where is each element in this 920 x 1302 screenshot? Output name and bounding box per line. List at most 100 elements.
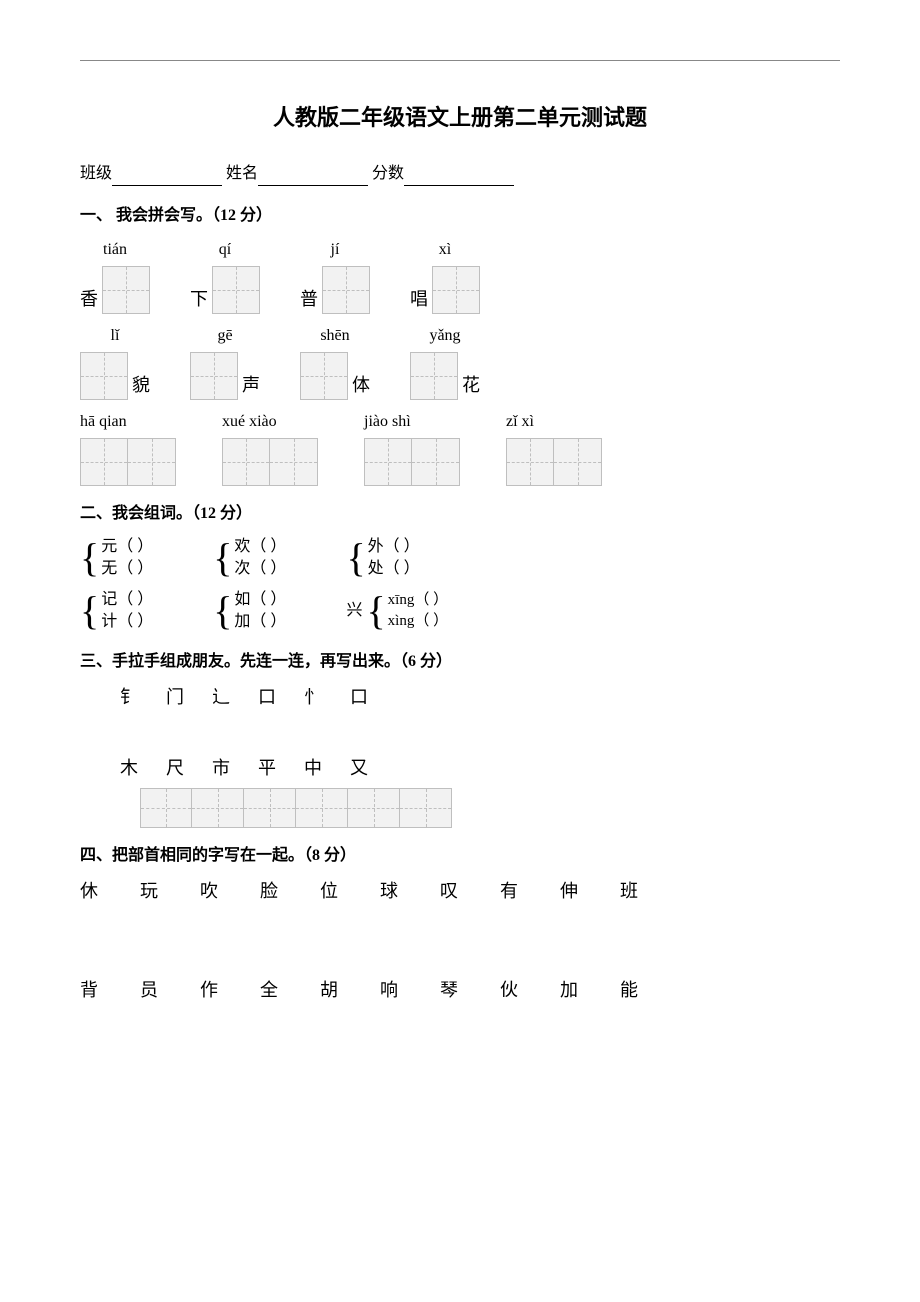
tianzige-box[interactable] [322, 266, 370, 314]
word-line[interactable]: 欢（ ） [234, 536, 286, 558]
hanzi: 普 [300, 290, 318, 314]
blank-class[interactable] [112, 170, 222, 186]
hanzi: 伸 [560, 878, 578, 905]
tianzige-box[interactable] [412, 438, 460, 486]
component[interactable]: 木 [120, 755, 138, 782]
label-score: 分数 [372, 165, 404, 182]
radical[interactable]: 钅 [120, 684, 138, 711]
tianzige-box[interactable] [244, 788, 296, 828]
word-pair-group: { 欢（ ） 次（ ） [213, 536, 286, 581]
tianzige-box[interactable] [270, 438, 318, 486]
sec4-row1: 休 玩 吹 脸 位 球 叹 有 伸 班 [80, 878, 840, 905]
sec1-cell: tián 香 [80, 238, 150, 314]
radical[interactable]: 门 [166, 684, 184, 711]
word-line[interactable]: 元（ ） [101, 536, 153, 558]
hanzi: 背 [80, 977, 98, 1004]
word-line[interactable]: 加（ ） [234, 611, 286, 633]
radical[interactable]: 辶 [212, 684, 230, 711]
sec1-cell: jí 普 [300, 238, 370, 314]
tianzige-box[interactable] [364, 438, 412, 486]
brace-icon: { [80, 591, 99, 631]
component[interactable]: 又 [350, 755, 368, 782]
radical[interactable]: 口 [350, 684, 368, 711]
word-line[interactable]: 次（ ） [234, 558, 286, 580]
component[interactable]: 中 [304, 755, 322, 782]
label-name: 姓名 [226, 165, 258, 182]
sec1-cell: yǎng 花 [410, 324, 480, 400]
pinyin: xué xiào [222, 410, 318, 434]
tianzige-box[interactable] [212, 266, 260, 314]
tianzige-box[interactable] [348, 788, 400, 828]
pinyin: yǎng [410, 324, 480, 348]
pinyin: xì [410, 238, 480, 262]
hanzi: 响 [380, 977, 398, 1004]
tianzige-box[interactable] [140, 788, 192, 828]
section-2-head: 二、我会组词。（12 分） [80, 502, 840, 526]
hanzi: 玩 [140, 878, 158, 905]
tianzige-box[interactable] [400, 788, 452, 828]
word-line[interactable]: 外（ ） [368, 536, 420, 558]
component[interactable]: 平 [258, 755, 276, 782]
word-pair-group: { 外（ ） 处（ ） [346, 536, 419, 581]
hanzi: 叹 [440, 878, 458, 905]
radical[interactable]: 口 [258, 684, 276, 711]
hanzi: 作 [200, 977, 218, 1004]
blank-name[interactable] [258, 170, 368, 186]
hanzi: 位 [320, 878, 338, 905]
sec1-cell: jiào shì [364, 410, 460, 486]
tianzige-box[interactable] [410, 352, 458, 400]
word-line[interactable]: 如（ ） [234, 589, 286, 611]
sec4-row2: 背 员 作 全 胡 响 琴 伙 加 能 [80, 977, 840, 1004]
tianzige-box[interactable] [128, 438, 176, 486]
tianzige-box[interactable] [296, 788, 348, 828]
tianzige-box[interactable] [222, 438, 270, 486]
tianzige-strip [222, 438, 318, 486]
sec1-cell: xué xiào [222, 410, 318, 486]
hanzi: 脸 [260, 878, 278, 905]
word-line[interactable]: 记（ ） [101, 589, 153, 611]
sec1-cell: gē 声 [190, 324, 260, 400]
word-pair-group: { 如（ ） 加（ ） [213, 589, 286, 634]
hanzi: 下 [190, 290, 208, 314]
tianzige-box[interactable] [300, 352, 348, 400]
page-title: 人教版二年级语文上册第二单元测试题 [80, 101, 840, 134]
tianzige-box[interactable] [80, 352, 128, 400]
sec1-cell: hā qian [80, 410, 176, 486]
word-line[interactable]: 计（ ） [101, 611, 153, 633]
pinyin: tián [80, 238, 150, 262]
sec3-top-row: 钅 门 辶 口 忄 口 [120, 684, 840, 711]
student-info-line: 班级 姓名 分数 [80, 162, 840, 186]
sec1-row2: lǐ 貌 gē 声 shēn 体 yǎng 花 [80, 324, 840, 400]
word-line[interactable]: xìng（ ） [388, 611, 448, 632]
tianzige-box[interactable] [192, 788, 244, 828]
hanzi: 伙 [500, 977, 518, 1004]
tianzige-box[interactable] [80, 438, 128, 486]
word-line[interactable]: 处（ ） [368, 558, 420, 580]
blank-score[interactable] [404, 170, 514, 186]
tianzige-box[interactable] [554, 438, 602, 486]
hanzi: 能 [620, 977, 638, 1004]
word-line[interactable]: xīng（ ） [388, 590, 448, 611]
tianzige-box[interactable] [506, 438, 554, 486]
sec1-cell: shēn 体 [300, 324, 370, 400]
section-1-head: 一、 我会拼会写。（12 分） [80, 204, 840, 228]
pinyin: zǐ xì [506, 410, 602, 434]
hanzi: 全 [260, 977, 278, 1004]
sec1-cell: qí 下 [190, 238, 260, 314]
brace-icon: { [213, 591, 232, 631]
pinyin: qí [190, 238, 260, 262]
hanzi: 员 [140, 977, 158, 1004]
hanzi: 班 [620, 878, 638, 905]
word-pair-group: 兴 { xīng（ ） xìng（ ） [346, 589, 448, 634]
sec1-row3: hā qian xué xiào jiào shì zǐ xì [80, 410, 840, 486]
tianzige-box[interactable] [102, 266, 150, 314]
tianzige-box[interactable] [432, 266, 480, 314]
word-line[interactable]: 无（ ） [101, 558, 153, 580]
radical[interactable]: 忄 [304, 684, 322, 711]
component[interactable]: 市 [212, 755, 230, 782]
sec1-cell: xì 唱 [410, 238, 480, 314]
component[interactable]: 尺 [166, 755, 184, 782]
tianzige-box[interactable] [190, 352, 238, 400]
pinyin: shēn [300, 324, 370, 348]
brace-icon: { [346, 538, 365, 578]
